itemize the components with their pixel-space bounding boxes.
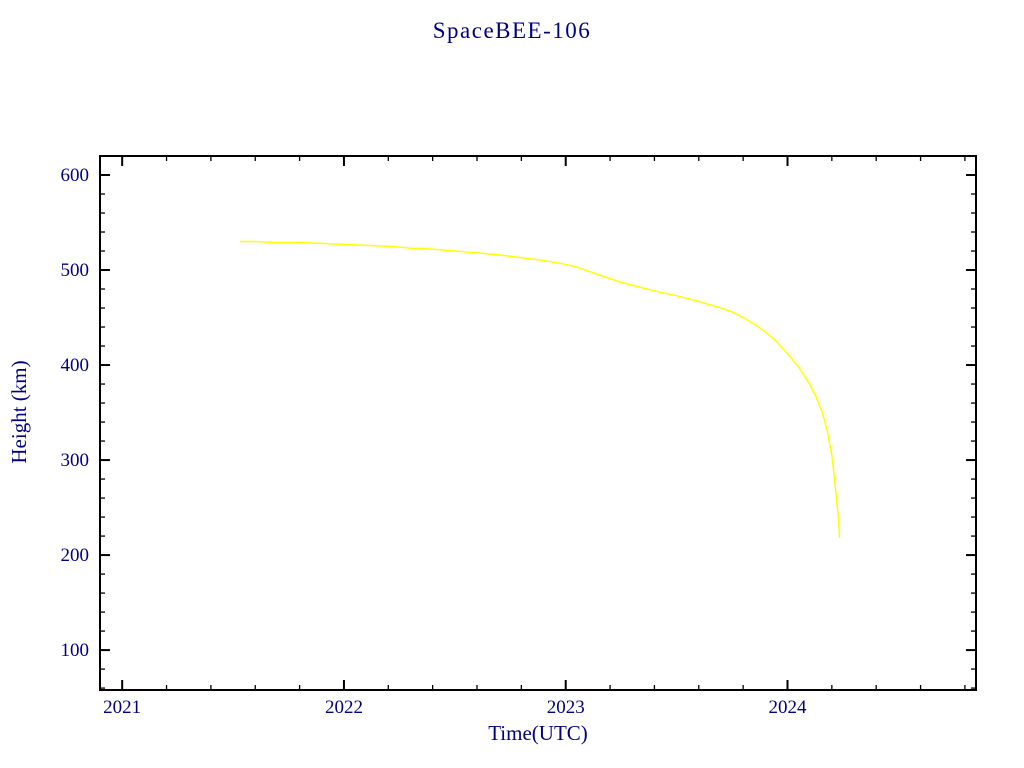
y-tick-label: 400 — [61, 355, 90, 376]
y-tick-label: 600 — [61, 165, 90, 186]
x-tick-label: 2023 — [547, 697, 585, 718]
x-axis-label: Time(UTC) — [488, 721, 588, 745]
plot-frame — [99, 155, 977, 691]
y-tick-label: 500 — [61, 260, 90, 281]
height-decay-line — [239, 240, 841, 539]
y-tick-label: 100 — [61, 640, 90, 661]
y-axis-label: Height (km) — [7, 360, 31, 463]
y-tick-label: 200 — [61, 545, 90, 566]
x-tick-label: 2022 — [325, 697, 363, 718]
chart-title: SpaceBEE-106 — [433, 18, 592, 43]
axis-tick-labels: 2021 2022 2023 2024 100 200 300 400 500 600 — [61, 165, 807, 718]
x-tick-label: 2021 — [103, 697, 141, 718]
axis-tick-marks — [100, 155, 976, 690]
x-tick-label: 2024 — [768, 697, 807, 718]
y-tick-label: 300 — [61, 450, 90, 471]
